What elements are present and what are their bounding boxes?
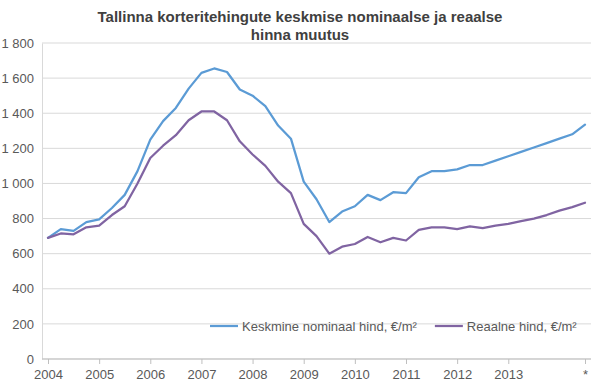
x-tick-label: 2011 [393,367,421,382]
x-tick-label: * [583,367,588,382]
y-tick-label: 600 [12,246,34,261]
y-axis-line [42,44,43,360]
y-tick: 0 [27,352,42,367]
grid-line [42,253,591,254]
y-tick: 1 200 [1,141,42,156]
plot-area [48,68,585,253]
y-tick: 400 [12,281,42,296]
y-tick: 1 000 [1,176,42,191]
x-tick: 2004 [34,359,63,382]
x-tick-label: 2007 [187,367,216,382]
x-tick: 2007 [187,359,216,382]
y-tick: 200 [12,317,42,332]
y-tick: 600 [12,246,42,261]
x-tick-label: 2012 [443,367,472,382]
grid-line [42,148,591,149]
x-axis: 2004 2005 2006 2007 2008 2009 2010 2011 2012 2013… [34,359,591,382]
x-tick: 2008 [239,359,268,382]
y-tick-label: 1 000 [1,176,34,191]
legend-item: Keskmine nominaal hind, €/m² [210,319,418,334]
x-tick-label: 2008 [239,367,268,382]
x-tick: 2009 [290,359,319,382]
y-tick: 800 [12,211,42,226]
title-line: Tallinna korteritehingute keskmise nomin… [98,8,503,25]
grid [42,43,591,359]
x-tick-label: 2013 [494,367,523,382]
series-line [48,68,585,237]
x-tick-mark [585,359,586,364]
y-tick: 1 600 [1,71,42,86]
x-tick: * [583,359,588,382]
y-tick: 1 400 [1,106,42,121]
y-tick-label: 0 [27,352,34,367]
x-tick-mark [406,359,407,364]
x-tick: 2012 [443,359,472,382]
x-tick-mark [150,359,151,364]
y-tick-label: 200 [12,317,34,332]
x-tick-label: 2006 [136,367,165,382]
x-tick-label: 2005 [85,367,114,382]
grid-line [42,288,591,289]
chart: Tallinna korteritehingute keskmise nomin… [0,0,600,392]
x-tick-mark [355,359,356,364]
x-tick-mark [99,359,100,364]
x-tick-mark [508,359,509,364]
legend-swatch [210,325,238,327]
x-tick-mark [48,359,49,364]
x-tick: 2005 [85,359,114,382]
y-axis: 0 200 400 600 800 1 000 1 200 1 400 1 600 1 800 [1,36,42,367]
legend-label: Keskmine nominaal hind, €/m² [242,319,418,334]
grid-line [42,183,591,184]
x-tick-label: 2010 [341,367,370,382]
y-tick-label: 1 600 [1,71,34,86]
y-tick-label: 800 [12,211,34,226]
grid-line [42,218,591,219]
x-tick-mark [304,359,305,364]
x-tick-mark [253,359,254,364]
x-tick: 2013 [494,359,523,382]
grid-line [42,113,591,114]
y-tick-label: 1 200 [1,141,34,156]
grid-line [42,43,591,44]
legend-item: Reaalne hind, €/m² [435,319,578,334]
x-tick-mark [457,359,458,364]
grid-line [42,78,591,79]
legend: Keskmine nominaal hind, €/m² Reaalne hind… [210,319,577,334]
y-tick: 1 800 [1,36,42,51]
y-tick-label: 1 400 [1,106,34,121]
title-line: hinna muutus [251,26,349,43]
x-tick: 2010 [341,359,370,382]
legend-label: Reaalne hind, €/m² [467,319,578,334]
title: Tallinna korteritehingute keskmise nomin… [98,8,503,43]
x-tick-mark [201,359,202,364]
y-tick-label: 1 800 [1,36,34,51]
x-tick-label: 2009 [290,367,319,382]
series-line [48,111,585,253]
x-tick: 2006 [136,359,165,382]
y-tick-label: 400 [12,281,34,296]
legend-swatch [435,325,463,327]
x-tick-label: 2004 [34,367,63,382]
x-tick: 2011 [393,359,421,382]
